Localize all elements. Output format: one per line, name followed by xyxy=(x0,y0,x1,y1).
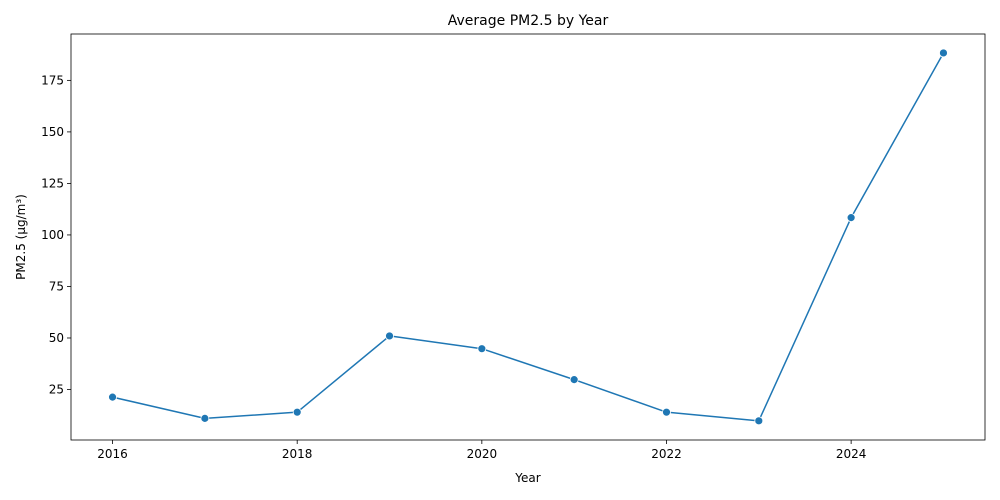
data-point xyxy=(569,375,579,385)
x-tick-label: 2016 xyxy=(97,447,128,461)
y-tick-label: 50 xyxy=(49,331,64,345)
y-tick-label: 25 xyxy=(49,383,64,397)
plot-frame xyxy=(70,33,986,441)
series-line xyxy=(112,52,945,422)
plot-area xyxy=(108,48,948,426)
y-tick-label: 100 xyxy=(41,228,64,242)
y-tick-label: 175 xyxy=(41,73,64,87)
data-point xyxy=(754,416,764,426)
x-axis: 2016 2018 2020 2022 2024 xyxy=(97,440,866,461)
data-point xyxy=(939,48,948,58)
x-tick-label: 2024 xyxy=(836,447,867,461)
chart-title: Average PM2.5 by Year xyxy=(448,13,609,29)
y-axis: 25 50 75 100 125 150 175 xyxy=(41,73,71,397)
data-point xyxy=(662,407,671,417)
data-point xyxy=(477,344,487,354)
x-axis-label: Year xyxy=(514,471,540,485)
data-point xyxy=(846,213,856,223)
data-point xyxy=(200,413,210,423)
y-tick-label: 125 xyxy=(41,176,64,190)
x-tick-label: 2020 xyxy=(467,447,498,461)
y-axis-label: PM2.5 (µg/m³) xyxy=(14,194,28,280)
x-tick-label: 2022 xyxy=(651,447,682,461)
data-point xyxy=(385,331,394,341)
data-point xyxy=(108,392,117,402)
x-tick-label: 2018 xyxy=(282,447,313,461)
y-tick-label: 150 xyxy=(41,125,64,139)
data-point xyxy=(292,407,302,417)
y-tick-label: 75 xyxy=(49,279,64,293)
